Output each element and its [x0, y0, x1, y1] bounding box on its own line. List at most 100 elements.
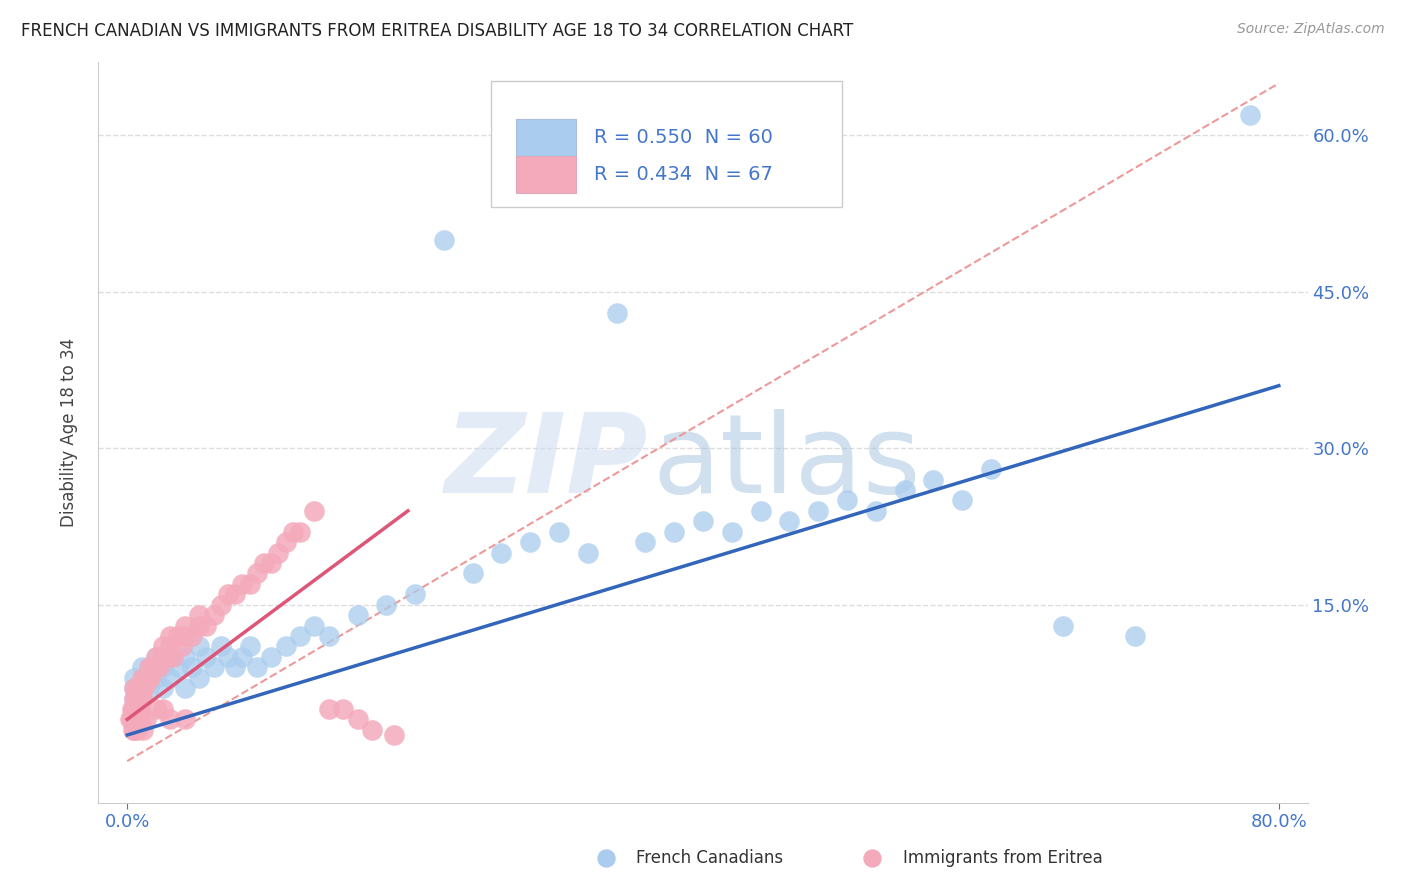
- Point: [129, 712, 152, 726]
- Point: [332, 702, 354, 716]
- Point: [224, 660, 246, 674]
- Point: [132, 723, 155, 737]
- Point: [138, 681, 160, 695]
- Point: [217, 649, 239, 664]
- Point: [125, 712, 148, 726]
- Text: French Canadians: French Canadians: [637, 849, 783, 867]
- Point: [304, 504, 326, 518]
- Point: [127, 723, 149, 737]
- FancyBboxPatch shape: [492, 81, 842, 207]
- Point: [980, 462, 1002, 476]
- Point: [124, 723, 146, 737]
- Point: [318, 629, 340, 643]
- Point: [274, 535, 297, 549]
- Point: [922, 473, 945, 487]
- Point: [135, 671, 157, 685]
- Point: [124, 681, 146, 695]
- Point: [202, 660, 225, 674]
- Point: [128, 691, 150, 706]
- Point: [128, 681, 150, 695]
- Point: [152, 640, 174, 654]
- Text: R = 0.434  N = 67: R = 0.434 N = 67: [595, 165, 773, 184]
- Point: [120, 712, 142, 726]
- Point: [131, 660, 153, 674]
- Text: FRENCH CANADIAN VS IMMIGRANTS FROM ERITREA DISABILITY AGE 18 TO 34 CORRELATION C: FRENCH CANADIAN VS IMMIGRANTS FROM ERITR…: [21, 22, 853, 40]
- Point: [127, 681, 149, 695]
- Point: [159, 640, 181, 654]
- Point: [173, 712, 195, 726]
- Point: [159, 671, 181, 685]
- Point: [865, 504, 887, 518]
- Point: [664, 524, 686, 539]
- Point: [253, 556, 276, 570]
- Point: [124, 681, 146, 695]
- FancyBboxPatch shape: [516, 155, 576, 193]
- Point: [135, 712, 157, 726]
- Point: [281, 524, 304, 539]
- Point: [260, 649, 283, 664]
- Point: [318, 702, 340, 716]
- Point: [159, 649, 181, 664]
- Point: [145, 649, 167, 664]
- Point: [138, 660, 160, 674]
- Point: [1239, 107, 1261, 121]
- Text: atlas: atlas: [652, 409, 921, 516]
- Point: [519, 535, 541, 549]
- Point: [188, 640, 211, 654]
- Point: [134, 671, 156, 685]
- Point: [548, 524, 571, 539]
- Point: [124, 671, 146, 685]
- Point: [246, 566, 269, 581]
- Point: [152, 649, 174, 664]
- Point: [195, 618, 218, 632]
- Point: [152, 660, 174, 674]
- Point: [121, 702, 143, 716]
- Point: [491, 545, 513, 559]
- Point: [131, 671, 153, 685]
- Point: [231, 577, 253, 591]
- Point: [124, 691, 146, 706]
- Point: [173, 618, 195, 632]
- Point: [260, 556, 283, 570]
- Point: [138, 660, 160, 674]
- Point: [950, 493, 973, 508]
- Point: [152, 702, 174, 716]
- Point: [720, 524, 742, 539]
- Point: [246, 660, 269, 674]
- Point: [152, 681, 174, 695]
- Point: [209, 640, 232, 654]
- Point: [202, 608, 225, 623]
- Point: [129, 702, 152, 716]
- Point: [122, 702, 145, 716]
- Point: [239, 577, 262, 591]
- Point: [188, 608, 211, 623]
- Point: [634, 535, 657, 549]
- Point: [138, 671, 160, 685]
- Point: [121, 712, 143, 726]
- Point: [139, 671, 162, 685]
- Point: [131, 691, 153, 706]
- Point: [159, 712, 181, 726]
- Point: [778, 514, 800, 528]
- Point: [217, 587, 239, 601]
- Point: [692, 514, 714, 528]
- Point: [433, 233, 456, 247]
- Point: [145, 702, 167, 716]
- Point: [404, 587, 426, 601]
- Point: [267, 545, 290, 559]
- Point: [145, 671, 167, 685]
- Point: [173, 629, 195, 643]
- Point: [835, 493, 858, 508]
- Text: Source: ZipAtlas.com: Source: ZipAtlas.com: [1237, 22, 1385, 37]
- Point: [188, 618, 211, 632]
- Point: [162, 649, 184, 664]
- Point: [148, 660, 170, 674]
- FancyBboxPatch shape: [516, 119, 576, 155]
- Point: [224, 587, 246, 601]
- Point: [173, 681, 195, 695]
- Point: [346, 712, 368, 726]
- Point: [131, 691, 153, 706]
- Point: [606, 306, 628, 320]
- Point: [124, 691, 146, 706]
- Point: [159, 629, 181, 643]
